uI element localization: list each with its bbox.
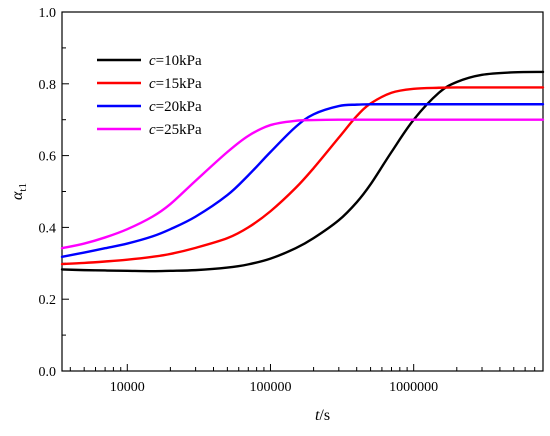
y-axis-title: αt1 xyxy=(9,183,29,200)
legend-label: c=20kPa xyxy=(149,99,202,115)
series-line xyxy=(60,86,545,266)
y-tick-label: 0.8 xyxy=(39,78,57,93)
series-line xyxy=(60,70,545,273)
x-tick-label: 1000000 xyxy=(389,380,438,395)
legend-label: c=15kPa xyxy=(149,76,202,92)
legend-label: c=10kPa xyxy=(149,53,202,69)
series-line xyxy=(60,118,545,250)
y-tick-label: 1.0 xyxy=(39,6,57,21)
y-tick-label: 0.6 xyxy=(39,150,57,165)
x-tick-label: 10000 xyxy=(110,380,145,395)
y-tick-label: 0.4 xyxy=(39,221,57,236)
x-axis-title: t/s xyxy=(315,407,330,424)
y-tick-label: 0.2 xyxy=(39,293,57,308)
series-layer xyxy=(60,70,545,273)
legend: c=10kPa c=15kPa c=20kPa c=25kPa xyxy=(97,53,202,138)
legend-label: c=25kPa xyxy=(149,122,202,138)
y-tick-label: 0.0 xyxy=(39,365,57,380)
plot-frame xyxy=(61,11,544,372)
x-tick-label: 100000 xyxy=(249,380,291,395)
ticks-layer: 0.0 0.2 0.4 0.6 0.8 1.0 10000 100000 1000000 xyxy=(39,6,544,395)
